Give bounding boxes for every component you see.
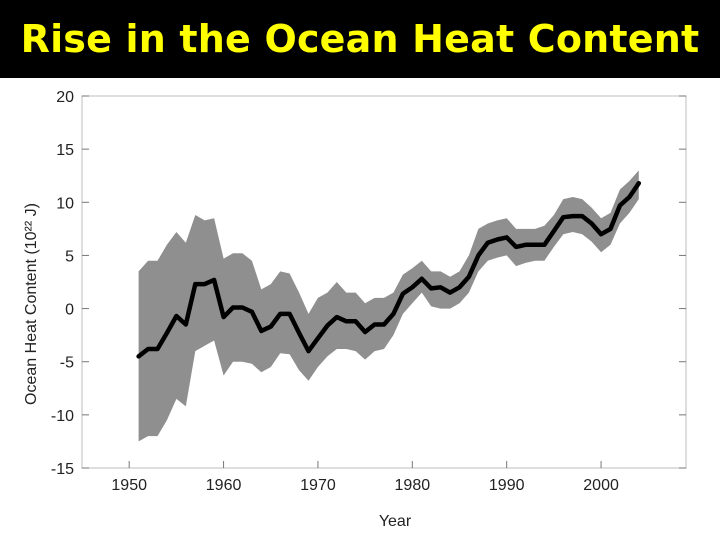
title-bar: Rise in the Ocean Heat Content bbox=[0, 0, 720, 78]
plot-frame bbox=[81, 95, 687, 469]
y-axis: 20 15 10 5 0 -5 -10 -15 bbox=[51, 89, 686, 478]
x-tick-label: 1950 bbox=[111, 477, 147, 494]
x-tick-label: 1960 bbox=[206, 477, 242, 494]
slide-title: Rise in the Ocean Heat Content bbox=[20, 17, 700, 61]
x-tick-label: 2000 bbox=[583, 477, 619, 494]
x-tick-label: 1970 bbox=[300, 477, 336, 494]
x-axis: 1950 1960 1970 1980 1990 2000 bbox=[111, 461, 619, 494]
y-tick-label: -15 bbox=[51, 461, 74, 478]
uncertainty-band bbox=[138, 170, 639, 442]
y-tick-label: -5 bbox=[60, 355, 74, 372]
x-tick-label: 1990 bbox=[489, 477, 525, 494]
y-tick-label: 15 bbox=[56, 142, 74, 159]
ocean-heat-chart: 20 15 10 5 0 -5 -10 -15 1950 1960 1970 1980 1990 200… bbox=[23, 89, 687, 530]
y-tick-label: -10 bbox=[51, 408, 74, 425]
x-tick-label: 1980 bbox=[395, 477, 431, 494]
x-axis-label: Year bbox=[379, 513, 412, 530]
y-tick-label: 10 bbox=[56, 195, 74, 212]
y-axis-label: Ocean Heat Content (10²² J) bbox=[23, 203, 40, 405]
y-tick-label: 0 bbox=[65, 302, 74, 319]
series-line bbox=[136, 180, 642, 359]
y-tick-label: 20 bbox=[56, 89, 74, 106]
y-tick-label: 5 bbox=[65, 248, 74, 265]
